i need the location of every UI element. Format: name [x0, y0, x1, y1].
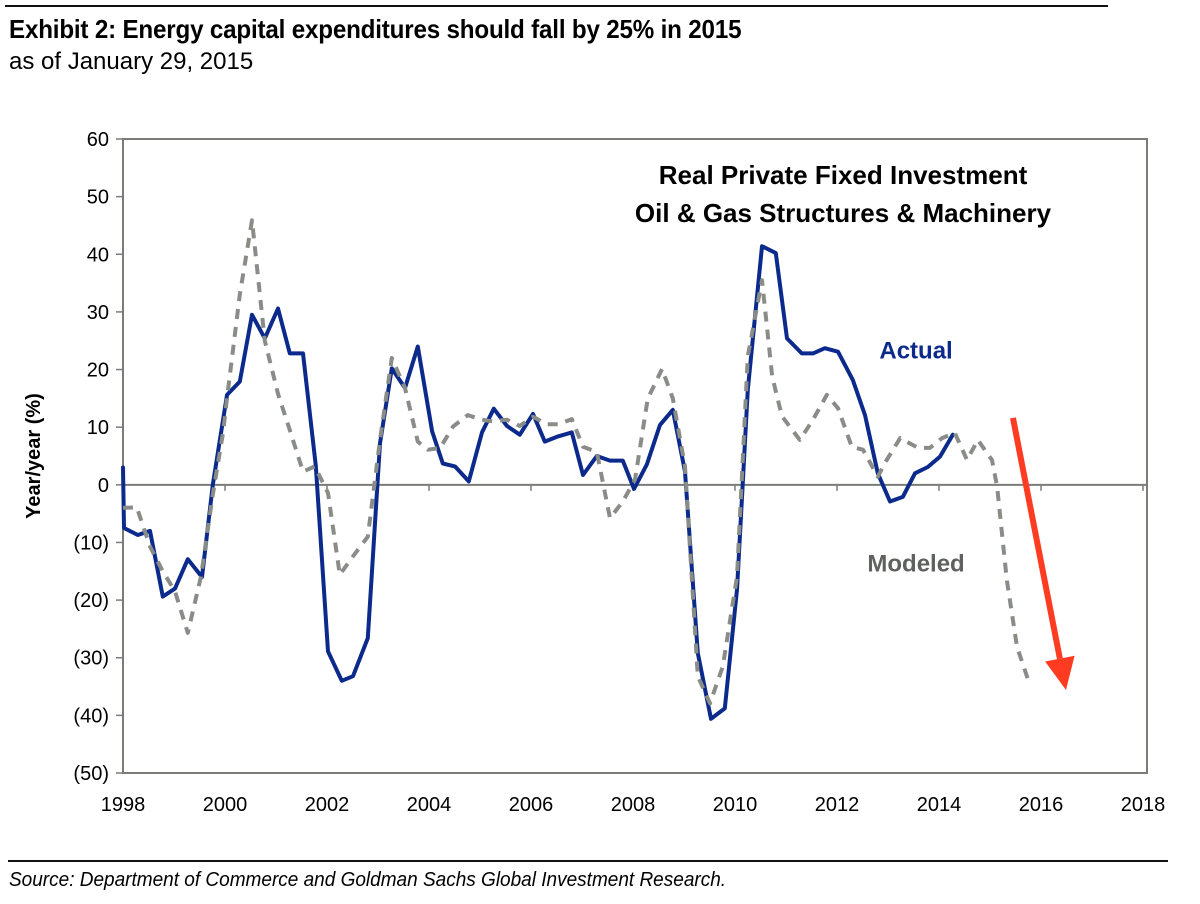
x-tick-label: 2000 [203, 794, 248, 816]
series-label-actual: Actual [879, 337, 952, 364]
y-tick-label: 20 [87, 360, 109, 382]
chart-subtitle: Oil & Gas Structures & Machinery [635, 198, 1052, 228]
series-layer: Actual Modeled [121, 218, 1032, 721]
y-tick-label: 30 [87, 302, 109, 324]
y-tick-label: 40 [87, 244, 109, 266]
series-line-actual [121, 244, 955, 721]
x-tick-label: 2012 [815, 794, 860, 816]
x-tick-label: 2002 [305, 794, 350, 816]
y-tick-label: (50) [73, 763, 109, 785]
trend-arrow-shaft [1010, 417, 1063, 660]
y-tick-label: 0 [98, 475, 109, 497]
y-tick-label: 10 [87, 417, 109, 439]
trend-arrow-head [1045, 655, 1075, 690]
y-axis-label: Year/year (%) [23, 393, 45, 519]
series-label-modeled: Modeled [867, 551, 964, 578]
x-tick-label: 1998 [101, 794, 146, 816]
x-tick-label: 2014 [917, 794, 962, 816]
series-line-modeled [122, 218, 1032, 706]
x-tick-label: 2018 [1121, 794, 1166, 816]
y-tick-label: (40) [73, 705, 109, 727]
x-tick-label: 2004 [407, 794, 452, 816]
exhibit-subtitle: as of January 29, 2015 [9, 48, 254, 75]
exhibit-title: Exhibit 2: Energy capital expenditures s… [9, 14, 742, 44]
bottom-rule [8, 860, 1168, 862]
y-tick-label: (30) [73, 648, 109, 670]
y-tick-label: 50 [87, 187, 109, 209]
source-note: Source: Department of Commerce and Goldm… [9, 869, 727, 891]
x-tick-label: 2010 [713, 794, 758, 816]
y-tick-label: (20) [73, 590, 109, 612]
y-tick-label: 60 [87, 129, 109, 151]
plot-frame [122, 138, 1148, 774]
chart-title: Real Private Fixed Investment [659, 160, 1028, 190]
x-tick-label: 2008 [611, 794, 656, 816]
annotation-layer [1010, 417, 1075, 690]
y-tick-label: (10) [73, 532, 109, 554]
top-rule [5, 5, 1108, 7]
x-tick-label: 2016 [1019, 794, 1064, 816]
x-tick-label: 2006 [509, 794, 554, 816]
